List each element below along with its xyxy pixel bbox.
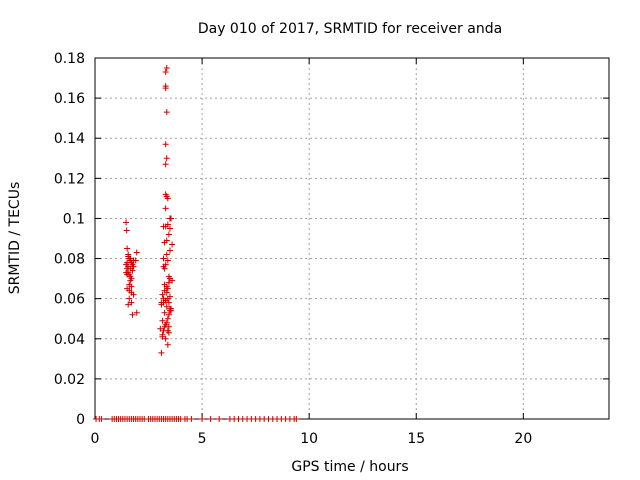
- chart-title: Day 010 of 2017, SRMTID for receiver and…: [198, 21, 502, 37]
- x-tick-label: 5: [198, 431, 207, 447]
- data-point: [98, 416, 105, 422]
- data-point: [165, 329, 172, 336]
- data-point: [123, 227, 130, 234]
- data-point: [163, 237, 170, 244]
- data-point: [159, 291, 166, 298]
- data-point: [158, 299, 165, 306]
- data-point: [127, 255, 134, 262]
- data-point: [163, 319, 170, 326]
- data-point: [163, 155, 170, 162]
- data-point: [162, 205, 169, 212]
- data-point: [199, 416, 206, 422]
- data-point: [169, 241, 176, 248]
- x-tick-label: 15: [407, 431, 425, 447]
- data-point: [158, 349, 165, 356]
- y-tick-label: 0.04: [54, 332, 85, 348]
- data-point: [169, 277, 176, 284]
- data-point: [161, 281, 168, 288]
- y-tick-label: 0.1: [63, 211, 85, 227]
- y-axis-label: SRMTID / TECUs: [7, 182, 23, 295]
- data-point: [166, 293, 173, 300]
- y-tick-label: 0.18: [54, 51, 85, 67]
- data-point: [159, 317, 166, 324]
- data-point: [160, 255, 167, 262]
- data-point: [129, 311, 136, 318]
- data-point: [162, 335, 169, 342]
- x-tick-label: 20: [514, 431, 532, 447]
- data-point: [163, 193, 170, 200]
- data-points: [93, 65, 300, 422]
- data-point: [166, 225, 173, 232]
- grid: [95, 58, 609, 419]
- data-point: [166, 305, 173, 312]
- data-point: [162, 297, 169, 304]
- data-point: [164, 341, 171, 348]
- data-point: [165, 311, 172, 318]
- data-point: [163, 289, 170, 296]
- data-point: [128, 299, 135, 306]
- data-point: [162, 161, 169, 168]
- data-point: [162, 83, 169, 90]
- data-point: [164, 221, 171, 228]
- data-point: [124, 245, 131, 252]
- data-point: [132, 257, 139, 264]
- data-point: [160, 223, 167, 230]
- data-point: [133, 309, 140, 316]
- data-point: [163, 109, 170, 116]
- y-axis-ticks: 0 0.02 0.04 0.06 0.08 0.1 0.12 0.14 0.16 0.18: [54, 51, 609, 428]
- data-point: [293, 416, 300, 422]
- data-point: [159, 333, 166, 340]
- x-tick-label: 0: [91, 431, 100, 447]
- data-point: [165, 273, 172, 280]
- data-point: [125, 301, 132, 308]
- data-point: [163, 303, 170, 310]
- x-axis-ticks: 0 5 10 15 20: [91, 58, 532, 447]
- data-point: [166, 247, 173, 254]
- data-point: [163, 65, 170, 72]
- y-tick-label: 0: [76, 412, 85, 428]
- data-point: [123, 219, 130, 226]
- data-point: [133, 249, 140, 256]
- data-point: [129, 267, 136, 274]
- y-tick-label: 0.08: [54, 252, 85, 268]
- data-point: [162, 261, 169, 268]
- plot-frame: [94, 57, 610, 420]
- data-point: [216, 416, 223, 422]
- y-tick-label: 0.16: [54, 91, 85, 107]
- data-point: [161, 309, 168, 316]
- data-point: [165, 279, 172, 286]
- data-point: [188, 416, 195, 422]
- data-point: [162, 141, 169, 148]
- data-point: [124, 259, 131, 266]
- data-point: [207, 416, 214, 422]
- data-point: [126, 295, 133, 302]
- data-point: [128, 283, 135, 290]
- data-point: [163, 251, 170, 258]
- data-point: [164, 315, 171, 322]
- data-point: [165, 231, 172, 238]
- y-tick-label: 0.14: [54, 131, 85, 147]
- x-axis-label: GPS time / hours: [291, 459, 408, 475]
- data-point: [130, 263, 137, 270]
- data-point: [127, 277, 134, 284]
- data-point: [168, 215, 175, 222]
- data-point: [157, 325, 164, 332]
- y-tick-label: 0.06: [54, 292, 85, 308]
- data-point: [165, 323, 172, 330]
- y-tick-label: 0.12: [54, 171, 85, 187]
- data-point: [162, 69, 169, 76]
- data-point: [123, 269, 130, 276]
- x-tick-label: 10: [300, 431, 318, 447]
- data-point: [130, 291, 137, 298]
- data-point: [164, 285, 171, 292]
- data-point: [161, 265, 168, 272]
- y-tick-label: 0.02: [54, 372, 85, 388]
- data-point: [164, 257, 171, 264]
- data-point: [165, 299, 172, 306]
